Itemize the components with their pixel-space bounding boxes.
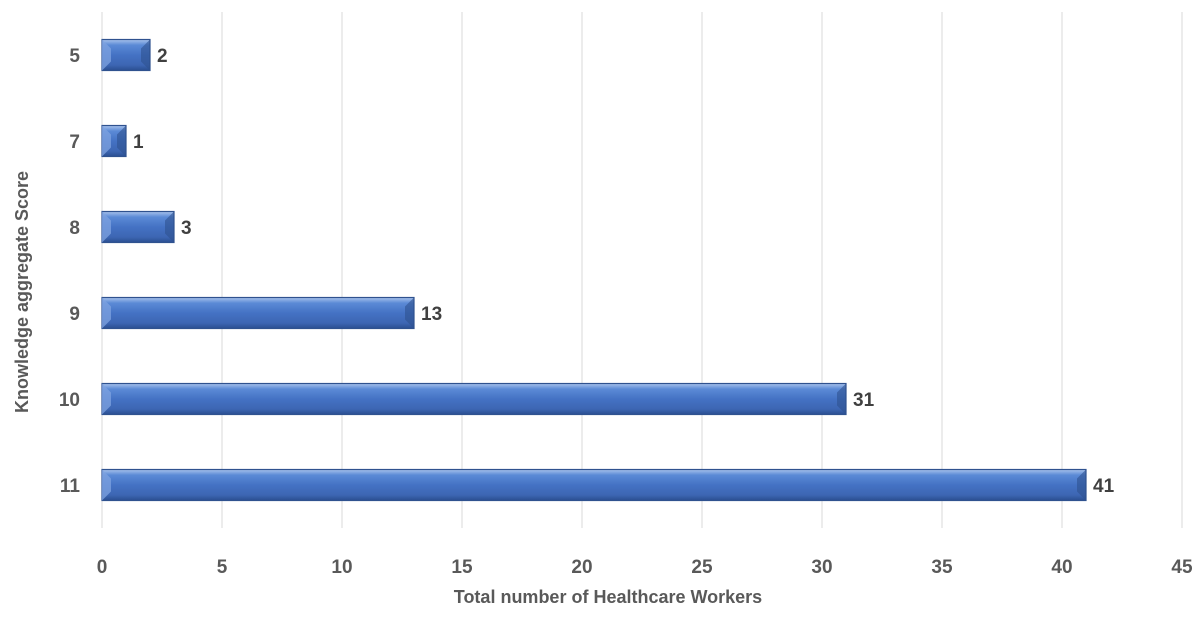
x-tick-label: 20 — [571, 557, 592, 578]
x-tick-label: 15 — [451, 557, 473, 578]
data-label: 1 — [133, 132, 144, 153]
x-tick-label: 0 — [97, 557, 108, 578]
bar-bevel-left — [102, 297, 111, 329]
y-axis-category-labels: 5 7 8 9 10 11 — [59, 46, 81, 497]
data-label: 13 — [421, 304, 442, 325]
data-label: 31 — [853, 390, 875, 411]
bars — [101, 38, 1087, 502]
bar-body — [101, 468, 1087, 502]
data-label: 2 — [157, 46, 168, 67]
y-category-label: 10 — [59, 390, 80, 411]
x-tick-label: 5 — [217, 557, 228, 578]
bar — [101, 382, 847, 416]
bar-body — [101, 382, 847, 416]
data-label: 41 — [1093, 476, 1115, 497]
bar-body — [101, 210, 175, 244]
y-category-label: 8 — [69, 218, 80, 239]
bar — [101, 210, 175, 244]
data-label: 3 — [181, 218, 192, 239]
gridlines — [101, 12, 1183, 528]
bar-bevel-right — [1077, 469, 1086, 501]
x-tick-label: 25 — [691, 557, 713, 578]
y-category-label: 11 — [60, 476, 81, 497]
x-tick-label: 45 — [1171, 557, 1193, 578]
y-axis-title: Knowledge aggregate Score — [12, 171, 32, 413]
y-category-label: 5 — [69, 46, 80, 67]
y-category-label: 9 — [69, 304, 80, 325]
bar-bevel-right — [117, 125, 126, 157]
x-tick-label: 35 — [931, 557, 953, 578]
y-category-label: 7 — [69, 132, 80, 153]
bar-bevel-left — [102, 383, 111, 415]
bar-bevel-left — [102, 469, 111, 501]
x-tick-label: 30 — [811, 557, 832, 578]
bar-bevel-right — [405, 297, 414, 329]
bar — [101, 124, 127, 158]
bar — [101, 38, 151, 72]
bar-bevel-right — [141, 39, 150, 71]
bar — [101, 468, 1087, 502]
bar-bevel-left — [102, 39, 111, 71]
bar-bevel-right — [165, 211, 174, 243]
bar-body — [101, 296, 415, 330]
bar-bevel-left — [102, 211, 111, 243]
bar — [101, 296, 415, 330]
x-axis-title: Total number of Healthcare Workers — [454, 587, 762, 607]
x-axis-tick-labels: 0 5 10 15 20 25 30 35 40 45 — [97, 557, 1193, 578]
x-tick-label: 10 — [331, 557, 352, 578]
bar-bevel-left — [102, 125, 111, 157]
x-tick-label: 40 — [1051, 557, 1072, 578]
bar-bevel-right — [837, 383, 846, 415]
